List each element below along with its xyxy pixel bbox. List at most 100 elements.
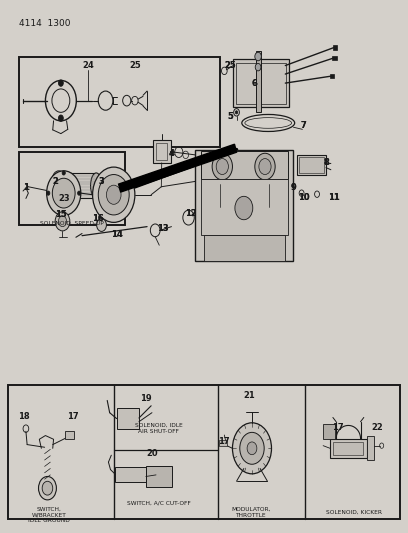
- Text: 3: 3: [99, 177, 104, 186]
- Bar: [8, 384, 400, 519]
- Circle shape: [52, 178, 75, 208]
- Text: 21: 21: [244, 391, 255, 400]
- Circle shape: [58, 216, 67, 227]
- Circle shape: [106, 185, 121, 204]
- Bar: [117, 408, 139, 429]
- Text: 12: 12: [185, 209, 197, 218]
- Text: 13: 13: [157, 224, 169, 233]
- Text: 7: 7: [301, 121, 306, 130]
- Text: SWITCH,
W/BRACKET
IDLE GROUND: SWITCH, W/BRACKET IDLE GROUND: [28, 506, 69, 523]
- Circle shape: [98, 174, 129, 215]
- Circle shape: [58, 115, 63, 122]
- Text: 1: 1: [23, 183, 29, 192]
- Text: 25: 25: [224, 61, 236, 70]
- Bar: [330, 74, 334, 78]
- Bar: [333, 56, 337, 60]
- Circle shape: [78, 191, 81, 195]
- Circle shape: [255, 154, 275, 180]
- Text: 9: 9: [290, 183, 296, 192]
- Bar: [330, 439, 367, 458]
- Bar: [195, 150, 293, 261]
- Text: 1: 1: [23, 183, 29, 192]
- Text: 10: 10: [298, 193, 309, 202]
- Circle shape: [53, 186, 64, 200]
- Text: 6: 6: [252, 78, 258, 87]
- Text: 11: 11: [328, 193, 340, 202]
- Text: 19: 19: [140, 394, 152, 403]
- Text: 18: 18: [18, 412, 30, 421]
- Bar: [333, 45, 337, 50]
- Text: 4: 4: [169, 149, 174, 158]
- Text: 24: 24: [82, 61, 94, 70]
- Text: 7: 7: [301, 121, 306, 130]
- Text: 8: 8: [323, 158, 329, 167]
- Polygon shape: [119, 144, 237, 192]
- Bar: [115, 467, 146, 482]
- Bar: [204, 235, 284, 261]
- Bar: [297, 155, 326, 175]
- Circle shape: [52, 171, 65, 188]
- Text: 13: 13: [157, 224, 169, 233]
- Text: 17: 17: [332, 423, 343, 432]
- Bar: [367, 436, 374, 460]
- Text: 25: 25: [129, 61, 141, 70]
- Text: MODULATOR,
THROTTLE: MODULATOR, THROTTLE: [231, 507, 271, 518]
- Text: 5: 5: [228, 112, 233, 121]
- Bar: [299, 157, 324, 173]
- Text: 20: 20: [146, 449, 158, 458]
- Text: 17: 17: [67, 412, 79, 421]
- Circle shape: [93, 167, 135, 222]
- Circle shape: [240, 432, 264, 464]
- Circle shape: [47, 171, 81, 215]
- Text: 5: 5: [228, 112, 233, 121]
- Ellipse shape: [91, 173, 102, 198]
- Text: 17: 17: [218, 438, 229, 447]
- Text: 15: 15: [55, 210, 67, 219]
- Bar: [220, 440, 227, 446]
- Bar: [256, 51, 261, 112]
- Circle shape: [235, 196, 253, 220]
- Text: 11: 11: [328, 193, 340, 202]
- Text: 25: 25: [224, 61, 236, 70]
- Circle shape: [47, 191, 50, 195]
- Text: 23: 23: [58, 194, 69, 203]
- Bar: [65, 431, 74, 439]
- Circle shape: [216, 159, 228, 174]
- Bar: [201, 179, 288, 235]
- Text: 2: 2: [53, 177, 58, 186]
- Bar: [146, 466, 172, 487]
- Text: 4: 4: [169, 149, 174, 158]
- Text: 2: 2: [53, 177, 58, 186]
- Text: 15: 15: [55, 210, 67, 219]
- Text: 4114  1300: 4114 1300: [19, 19, 71, 28]
- Circle shape: [255, 52, 262, 61]
- Text: SWITCH, A/C CUT-OFF: SWITCH, A/C CUT-OFF: [126, 500, 191, 506]
- Circle shape: [235, 111, 238, 114]
- Circle shape: [58, 80, 63, 86]
- Circle shape: [42, 481, 53, 495]
- Circle shape: [247, 442, 257, 455]
- Text: 10: 10: [298, 193, 309, 202]
- Text: 6: 6: [252, 78, 258, 87]
- Ellipse shape: [64, 173, 75, 198]
- Circle shape: [62, 211, 65, 215]
- Bar: [201, 151, 288, 179]
- Text: 3: 3: [99, 177, 104, 186]
- Bar: [236, 63, 286, 104]
- Circle shape: [255, 63, 261, 71]
- Text: 8: 8: [323, 158, 329, 167]
- Circle shape: [62, 171, 65, 175]
- Circle shape: [38, 477, 56, 500]
- Text: 22: 22: [371, 423, 383, 432]
- Bar: [233, 59, 288, 107]
- Bar: [153, 140, 171, 163]
- Bar: [19, 56, 220, 147]
- Text: 14: 14: [111, 230, 122, 239]
- Circle shape: [55, 212, 70, 231]
- Bar: [156, 143, 167, 160]
- Circle shape: [233, 423, 271, 474]
- Text: 16: 16: [92, 214, 104, 223]
- Circle shape: [259, 159, 271, 174]
- Text: SOLENOID, IDLE
AIR SHUT-OFF: SOLENOID, IDLE AIR SHUT-OFF: [135, 423, 182, 434]
- Text: 12: 12: [185, 209, 197, 218]
